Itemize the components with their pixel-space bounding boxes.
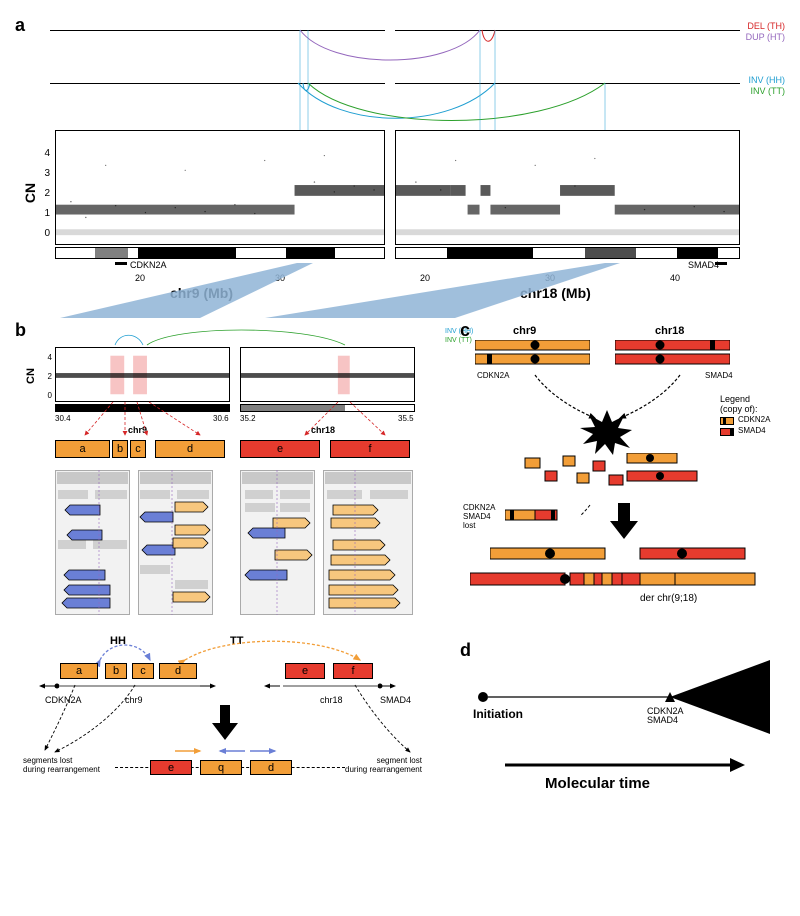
c-down-arrows: [580, 503, 680, 543]
zoom-triangles: [55, 263, 745, 323]
sv-arcs-zoom: INV (HH) INV (TT): [55, 320, 455, 350]
deriv-q: q: [200, 760, 242, 775]
cnb-0: 0: [37, 391, 52, 400]
legend-dup: DUP (HT): [746, 32, 785, 42]
figure-container: a DEL (TH) DUP (HT) INV (HH) INV (TT) CN…: [15, 15, 785, 901]
c-legend-chr18-tick: [730, 428, 733, 436]
seg-f2: f: [333, 663, 373, 679]
lost-left: segments lost during rearrangement: [23, 757, 100, 775]
c-chr9-copies: [475, 340, 590, 370]
legend-inv-hh: INV (HH): [749, 75, 786, 85]
cn-tick-3: 3: [35, 168, 50, 179]
segment-b: b: [112, 440, 128, 458]
cn-axis-label-b: CN: [25, 368, 37, 384]
anomalous-reads: [55, 470, 415, 615]
seg-c2: c: [132, 663, 154, 679]
cn-tick-1: 1: [35, 208, 50, 219]
seg-d2: d: [159, 663, 197, 679]
seg-e2: e: [285, 663, 325, 679]
cn-tick-0: 0: [35, 228, 50, 239]
panel-b-label: b: [15, 320, 26, 341]
legend-del: DEL (TH): [747, 21, 785, 31]
c-lost-label: CDKN2A SMAD4 lost: [463, 504, 495, 530]
d-genes: CDKN2A SMAD4: [647, 707, 684, 726]
c-chr18: chr18: [655, 325, 684, 337]
ideogram-chr9: [55, 247, 385, 259]
cn-plot-chr9: [55, 130, 385, 245]
segment-d: d: [155, 440, 225, 458]
down-arrow-b: [210, 705, 240, 740]
deriv-e: e: [150, 760, 192, 775]
segment-e: e: [240, 440, 320, 458]
d-initiation: Initiation: [473, 707, 523, 721]
d-timelabel: Molecular time: [545, 775, 650, 792]
seg-a2: a: [60, 663, 98, 679]
legend-inv-tt: INV (TT): [751, 86, 786, 96]
cn-zoom-chr9: [55, 347, 230, 402]
c-chr18-copies: [615, 340, 730, 370]
c-legend-cdkn2a: CDKN2A: [738, 415, 770, 424]
cnb-4: 4: [37, 353, 52, 362]
c-legend-smad4: SMAD4: [738, 426, 766, 435]
timeline-tree: [475, 655, 775, 740]
c-chr9: chr9: [513, 325, 536, 337]
cn-plot-chr18: [395, 130, 740, 245]
deriv-d: d: [250, 760, 292, 775]
lost-right: segment lost during rearrangement: [345, 757, 422, 775]
burst-icon: [580, 410, 635, 455]
c-deriv-label: der chr(9;18): [640, 593, 697, 604]
seg-b2: b: [105, 663, 127, 679]
segment-c: c: [130, 440, 146, 458]
c-legend-title: Legend (copy of):: [720, 395, 758, 415]
shattered-fragments: [515, 453, 725, 503]
c-legend-chr9-tick: [723, 417, 726, 425]
cn-tick-4: 4: [35, 148, 50, 159]
segment-f: f: [330, 440, 410, 458]
lost-fragment: [505, 507, 560, 525]
ideogram-chr18: [395, 247, 740, 259]
segment-a: a: [55, 440, 110, 458]
cn-zoom-chr18: [240, 347, 415, 402]
cn-tick-2: 2: [35, 188, 50, 199]
c-derivative: [470, 571, 760, 589]
panel-c-label: c: [460, 320, 470, 341]
panel-a-label: a: [15, 15, 25, 36]
c-result-row1: [490, 545, 750, 565]
sv-arcs: [50, 15, 740, 130]
panel-d-label: d: [460, 640, 471, 661]
cnb-2: 2: [37, 372, 52, 381]
red-connectors: [55, 400, 425, 445]
